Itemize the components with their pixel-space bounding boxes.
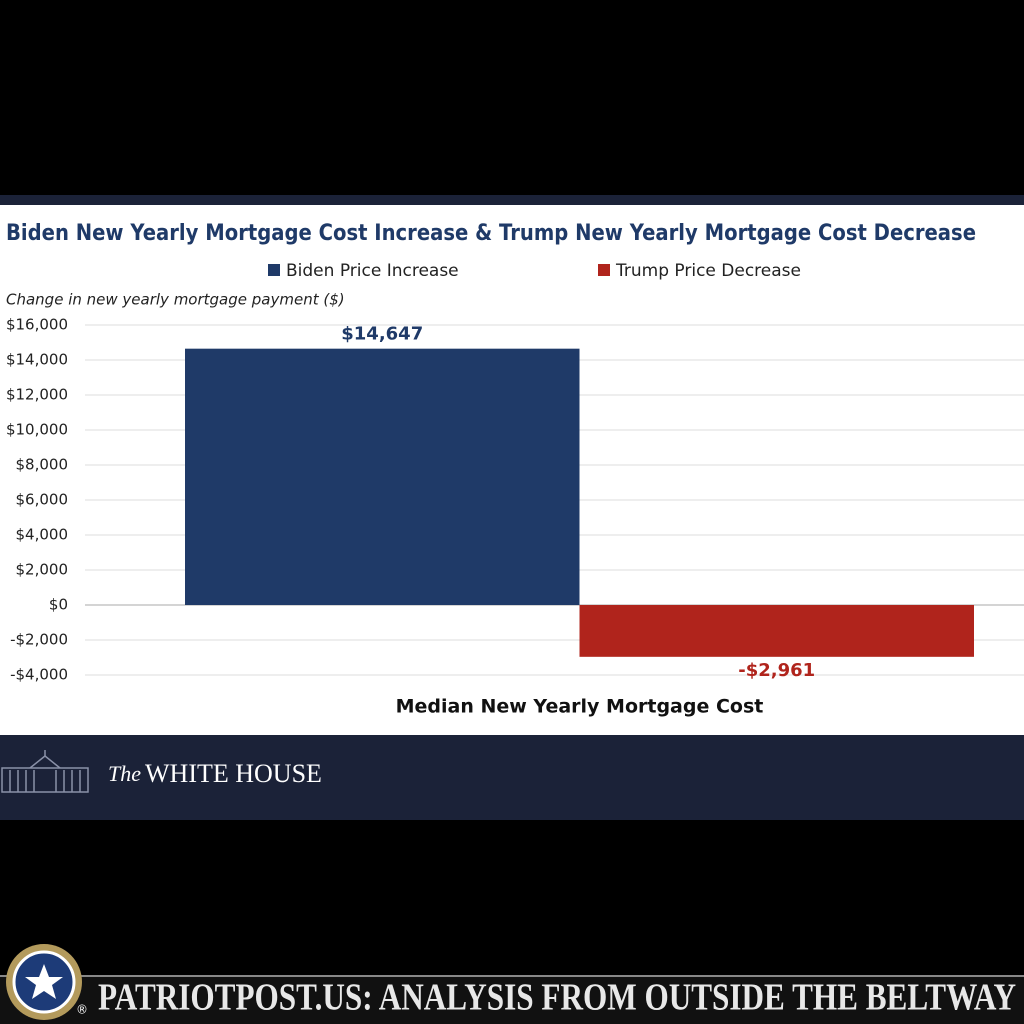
banner-band (0, 976, 1024, 1024)
banner-text: PATRIOTPOST.US: ANALYSIS FROM OUTSIDE TH… (98, 977, 1016, 1019)
y-axis-label: Change in new yearly mortgage payment ($… (6, 291, 345, 309)
y-tick-label: -$4,000 (10, 666, 68, 684)
y-tick-label: $12,000 (6, 386, 68, 404)
y-tick-label: $2,000 (16, 561, 69, 579)
legend-label: Biden Price Increase (286, 261, 459, 281)
y-tick-label: $6,000 (16, 491, 69, 509)
y-tick-label: -$2,000 (10, 631, 68, 649)
banner-mark: ® (76, 1003, 88, 1017)
legend-swatch (268, 264, 280, 276)
y-tick-label: $16,000 (6, 316, 68, 334)
chart-title: Biden New Yearly Mortgage Cost Increase … (6, 221, 976, 246)
legend-swatch (598, 264, 610, 276)
y-tick-label: $8,000 (16, 456, 69, 474)
source-the: The (108, 761, 141, 786)
top-strip (0, 195, 1024, 207)
y-tick-label: $14,000 (6, 351, 68, 369)
y-tick-label: $10,000 (6, 421, 68, 439)
legend-label: Trump Price Decrease (615, 261, 801, 281)
value-label: $14,647 (341, 324, 423, 345)
source-name: WHITE HOUSE (145, 759, 322, 788)
white-house-icon (1, 750, 89, 793)
source-band (0, 735, 1024, 820)
seal (6, 944, 82, 1020)
bar (579, 605, 974, 657)
bar (185, 348, 580, 605)
value-label: -$2,961 (738, 660, 815, 681)
y-tick-label: $4,000 (16, 526, 69, 544)
y-tick-label: $0 (49, 596, 68, 614)
x-tick-label: Median New Yearly Mortgage Cost (396, 696, 764, 718)
